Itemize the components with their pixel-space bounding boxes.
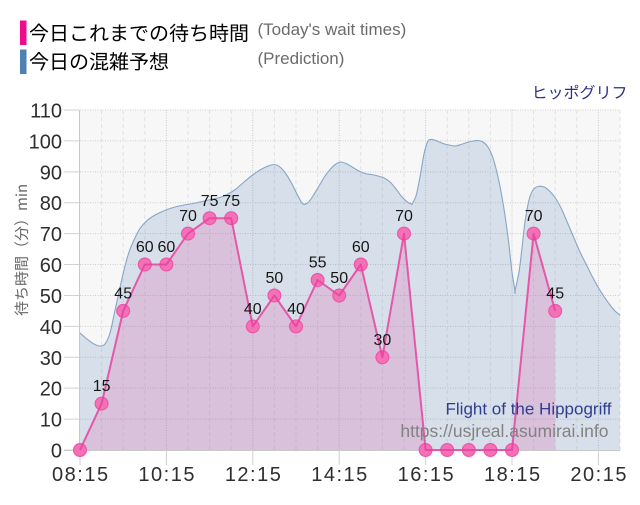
- svg-text:30: 30: [374, 332, 392, 349]
- svg-text:12:15: 12:15: [225, 464, 283, 486]
- svg-text:110: 110: [30, 101, 62, 123]
- svg-text:15: 15: [93, 378, 111, 395]
- svg-text:18:15: 18:15: [484, 464, 542, 486]
- svg-text:60: 60: [40, 255, 62, 277]
- svg-text:45: 45: [114, 286, 132, 303]
- svg-text:30: 30: [40, 348, 62, 370]
- svg-text:https://usjreal.asumirai.info: https://usjreal.asumirai.info: [400, 421, 608, 441]
- svg-text:70: 70: [525, 208, 543, 225]
- svg-text:100: 100: [29, 131, 62, 153]
- svg-text:40: 40: [244, 301, 262, 318]
- svg-text:10:15: 10:15: [138, 464, 196, 486]
- svg-text:75: 75: [222, 193, 240, 210]
- svg-text:50: 50: [40, 286, 62, 308]
- svg-text:90: 90: [40, 162, 62, 184]
- svg-text:50: 50: [266, 270, 284, 287]
- svg-text:60: 60: [352, 239, 370, 256]
- svg-text:(Today's wait times): (Today's wait times): [258, 20, 407, 39]
- svg-text:Flight of the Hippogriff: Flight of the Hippogriff: [446, 400, 612, 419]
- svg-text:20:15: 20:15: [570, 464, 628, 486]
- svg-text:40: 40: [40, 317, 62, 339]
- svg-text:80: 80: [40, 193, 62, 215]
- svg-text:0: 0: [51, 441, 62, 463]
- svg-text:45: 45: [546, 286, 564, 303]
- svg-text:70: 70: [179, 208, 197, 225]
- svg-text:70: 70: [40, 224, 62, 246]
- svg-text:60: 60: [136, 239, 154, 256]
- svg-text:16:15: 16:15: [398, 464, 456, 486]
- svg-text:20: 20: [40, 379, 62, 401]
- svg-text:(Prediction): (Prediction): [258, 49, 345, 68]
- svg-text:10: 10: [40, 410, 62, 432]
- svg-text:60: 60: [158, 239, 176, 256]
- svg-text:75: 75: [201, 193, 219, 210]
- svg-text:08:15: 08:15: [52, 464, 110, 486]
- svg-text:70: 70: [395, 208, 413, 225]
- svg-text:55: 55: [309, 255, 327, 272]
- svg-text:14:15: 14:15: [311, 464, 369, 486]
- svg-text:40: 40: [287, 301, 305, 318]
- svg-text:50: 50: [330, 270, 348, 287]
